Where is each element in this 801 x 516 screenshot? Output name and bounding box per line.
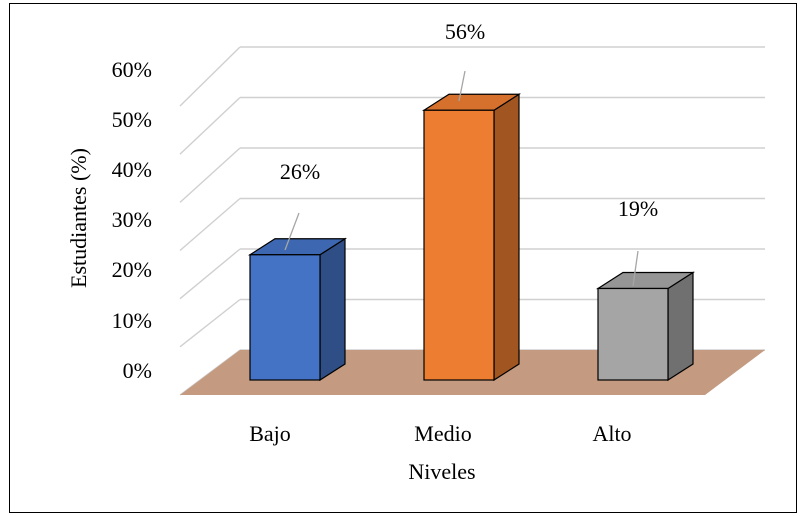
bar-front bbox=[249, 254, 321, 381]
bar-side bbox=[319, 237, 346, 382]
x-tick-label: Bajo bbox=[249, 421, 291, 446]
chart-frame bbox=[9, 3, 797, 513]
bars: 26% 56% 19% bbox=[247, 19, 696, 382]
bar-alto: 19% bbox=[595, 196, 696, 382]
x-axis-label: Niveles bbox=[408, 459, 475, 484]
bar-front bbox=[423, 109, 495, 381]
y-tick-label: 10% bbox=[112, 308, 152, 333]
y-tick-label: 30% bbox=[112, 207, 152, 232]
data-label: 56% bbox=[445, 19, 485, 44]
bar-medio: 56% bbox=[421, 19, 522, 382]
gridline-side bbox=[179, 197, 241, 252]
y-tick-label: 50% bbox=[112, 107, 152, 132]
gridline-side bbox=[179, 96, 241, 155]
bar-side bbox=[667, 271, 694, 382]
y-tick-label: 20% bbox=[112, 257, 152, 282]
bar-side bbox=[493, 93, 520, 382]
data-label: 19% bbox=[618, 196, 658, 221]
x-tick-label: Alto bbox=[592, 421, 631, 446]
y-tick-labels: 0% 10% 20% 30% 40% 50% 60% bbox=[112, 57, 152, 383]
gridline-side bbox=[179, 298, 241, 348]
data-label-leader bbox=[458, 70, 466, 102]
bar-bajo: 26% bbox=[247, 159, 348, 382]
gridline-side bbox=[179, 147, 241, 203]
y-tick-label: 60% bbox=[112, 57, 152, 82]
data-label-leader bbox=[284, 212, 300, 251]
x-tick-labels: Bajo Medio Alto bbox=[249, 421, 631, 446]
y-tick-label: 40% bbox=[112, 157, 152, 182]
gridline-side bbox=[179, 46, 241, 107]
data-label-leader bbox=[632, 250, 639, 287]
x-tick-label: Medio bbox=[414, 421, 471, 446]
data-label: 26% bbox=[280, 159, 320, 184]
gridline-side bbox=[179, 248, 241, 300]
y-axis-label: Estudiantes (%) bbox=[66, 148, 91, 288]
y-tick-label: 0% bbox=[123, 358, 152, 383]
bar-front bbox=[597, 287, 669, 381]
